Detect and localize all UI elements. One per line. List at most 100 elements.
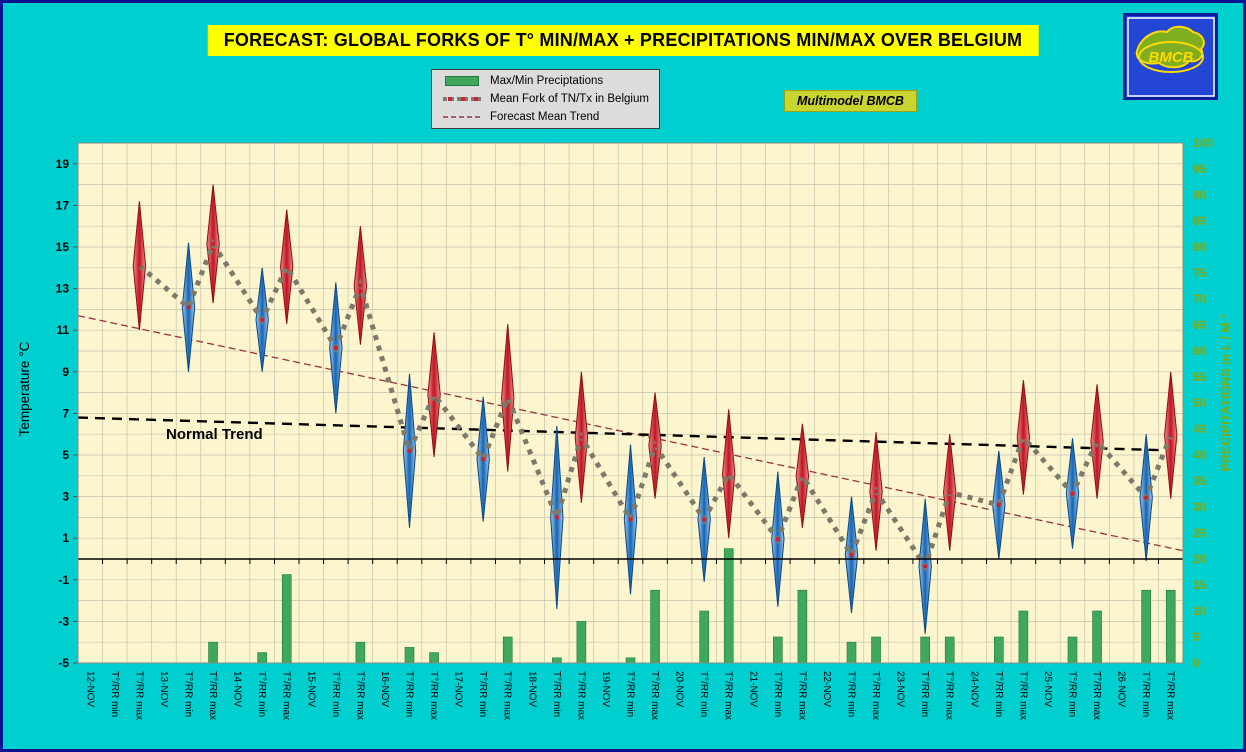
x-axis-tick-label: T°/RR min [477,671,488,717]
precip-bar [1165,589,1176,664]
x-axis-tick-label: T°/RR max [796,671,807,720]
x-axis-tick-label: T°/RR max [870,671,881,720]
x-axis-tick-label: T°/RR max [207,671,218,720]
precip-bar [552,657,562,664]
x-axis-tick-label: 17-NOV [453,671,464,707]
precip-axis-tick-label: 25 [1193,526,1207,540]
logo-text: BMCB [1148,49,1193,66]
precip-axis-tick-label: 15 [1193,578,1207,592]
x-axis-tick-label: 16-NOV [379,671,390,707]
precip-axis-tick-label: 20 [1193,552,1207,566]
temp-axis-tick-label: 19 [56,157,70,171]
temp-axis-tick-label: 1 [62,531,69,545]
mean-fork-point [628,517,633,522]
legend-label-precip: Max/Min Preciptations [490,75,604,87]
x-axis-tick-label: T°/RR max [649,671,660,720]
mean-fork-point [137,263,142,268]
mean-fork-swatch-icon [442,94,482,104]
x-axis-tick-label: T°/RR min [919,671,930,717]
mean-fork-point [358,283,363,288]
precip-axis-tick-label: 65 [1193,318,1207,332]
x-axis-tick-label: T°/RR max [428,671,439,720]
precip-axis-tick-label: 70 [1193,292,1207,306]
x-axis-tick-label: 26-NOV [1116,671,1127,707]
x-axis-tick-label: T°/RR min [846,671,857,717]
precip-bar [576,621,587,664]
legend-row-precip: Max/Min Preciptations [442,72,649,90]
precip-bar [1141,589,1151,664]
mean-fork-point [947,490,952,495]
mean-fork-point [849,552,854,557]
x-axis-tick-label: T°/RR min [183,671,194,717]
precip-bar [281,574,292,664]
page-title: FORECAST: GLOBAL FORKS OF T° MIN/MAX + P… [207,25,1039,56]
mean-fork-point [260,317,265,322]
temp-axis-tick-label: 7 [62,406,69,420]
x-axis-tick-label: T°/RR max [502,671,513,720]
x-axis-tick-label: T°/RR max [723,671,734,720]
mean-fork-point [284,264,289,269]
x-axis-tick-label: 13-NOV [158,671,169,707]
precip-axis-tick-label: 0 [1193,656,1200,670]
precip-bar [429,652,439,664]
precip-axis-tick-label: 95 [1193,162,1207,176]
x-axis-tick-label: 15-NOV [305,671,316,707]
normal-trend-line [77,416,1184,453]
normal-trend-label: Normal Trend [166,426,263,443]
mean-fork-point [996,502,1001,507]
precip-axis-tick-label: 60 [1193,344,1207,358]
precip-bar [723,548,734,664]
precip-bar [650,589,660,664]
temp-axis-tick-label: -1 [58,573,69,587]
precip-bar [773,636,783,664]
x-axis-tick-label: T°/RR max [1091,671,1102,720]
temp-axis-tick-label: 3 [62,490,69,504]
x-axis-tick-label: T°/RR min [330,671,341,717]
mean-fork-point [1095,439,1100,444]
legend-row-mean-fork: Mean Fork of TN/Tx in Belgium [442,90,649,108]
legend-label-trend: Forecast Mean Trend [490,111,600,123]
mean-fork-point [653,443,658,448]
x-axis-tick-label: 23-NOV [895,671,906,707]
mean-fork-point [1168,433,1173,438]
x-axis-tick-label: T°/RR max [354,671,365,720]
precip-bar-swatch-icon [442,76,482,86]
multimodel-badge: Multimodel BMCB [784,90,917,112]
precip-axis-tick-label: 75 [1193,266,1207,280]
precip-bar [1018,610,1029,664]
temp-axis-tick-label: 13 [56,282,70,296]
temp-axis-tick-label: 11 [56,323,69,337]
x-axis-tick-label: T°/RR min [404,671,415,717]
chart-legend: Max/Min Preciptations Mean Fork of TN/Tx… [431,69,660,129]
mean-fork-point [211,241,216,246]
precip-axis-tick-label: 45 [1193,422,1207,436]
precip-axis-tick-label: 85 [1193,214,1207,228]
x-axis-tick-label: T°/RR min [1067,671,1078,717]
precip-bar [944,636,955,664]
mean-fork-point [923,564,928,569]
precip-axis-tick-label: 80 [1193,240,1207,254]
x-axis-tick-label: 14-NOV [232,671,243,707]
x-axis-tick-label: T°/RR min [551,671,562,717]
precip-axis-tick-label: 30 [1193,500,1207,514]
x-axis-tick-label: T°/RR max [944,671,955,720]
precip-axis-tick-label: 55 [1193,370,1207,384]
x-axis-tick-label: T°/RR min [1140,671,1151,717]
mean-fork-point [432,392,437,397]
temp-axis-tick-label: 5 [62,448,69,462]
x-axis-tick-label: T°/RR min [625,671,636,717]
precip-axis-tick-label: 100 [1193,136,1213,150]
mean-fork-point [1144,495,1149,500]
temp-axis-tick-label: 17 [56,198,70,212]
x-axis-tick-label: T°/RR max [575,671,586,720]
precip-axis-tick-label: 5 [1193,630,1200,644]
bmcb-logo: BMCB [1123,13,1218,100]
temp-axis-tick-label: 15 [56,240,70,254]
mean-fork-point [800,473,805,478]
x-axis-tick-label: T°/RR max [1017,671,1028,720]
mean-fork-point [775,537,780,542]
x-axis-tick-label: 20-NOV [674,671,685,707]
precip-bar [257,652,267,664]
x-axis-tick-label: 25-NOV [1042,671,1053,707]
